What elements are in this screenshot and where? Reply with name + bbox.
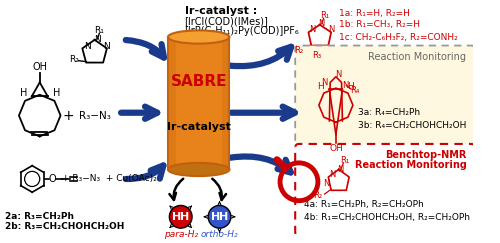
- FancyBboxPatch shape: [168, 37, 175, 169]
- Text: H: H: [172, 212, 181, 222]
- Text: N: N: [338, 165, 344, 174]
- Circle shape: [208, 205, 231, 228]
- Text: OH: OH: [32, 62, 47, 72]
- Text: N: N: [323, 179, 330, 188]
- Text: R₁: R₁: [94, 26, 104, 35]
- Text: 1c: CH₂-C₆H₃F₂, R₂=CONH₂: 1c: CH₂-C₆H₃F₂, R₂=CONH₂: [338, 33, 458, 42]
- Text: Reaction Monitoring: Reaction Monitoring: [368, 52, 466, 62]
- Circle shape: [170, 205, 192, 228]
- Ellipse shape: [168, 163, 230, 176]
- FancyBboxPatch shape: [222, 37, 230, 169]
- Text: H: H: [210, 212, 220, 222]
- Text: R₁: R₁: [320, 11, 329, 20]
- Text: ortho-H₂: ortho-H₂: [200, 230, 238, 239]
- Text: H: H: [318, 82, 324, 91]
- Text: N: N: [322, 78, 328, 87]
- Text: 4a: R₁=CH₂Ph, R₂=CH₂OPh: 4a: R₁=CH₂Ph, R₂=CH₂OPh: [304, 200, 424, 209]
- Text: [IrP(C₆H₁₁)₂Py(COD)]PF₆: [IrP(C₆H₁₁)₂Py(COD)]PF₆: [184, 26, 300, 36]
- Text: N: N: [94, 35, 101, 44]
- Text: Ir-catalyst: Ir-catalyst: [167, 122, 230, 132]
- FancyBboxPatch shape: [295, 45, 475, 150]
- Text: 3b: R₄=CH₂CHOHCH₂OH: 3b: R₄=CH₂CHOHCH₂OH: [358, 121, 466, 130]
- Ellipse shape: [168, 30, 230, 44]
- Text: R₂: R₂: [69, 55, 78, 64]
- Text: N: N: [309, 25, 316, 34]
- Text: R₃−N₃: R₃−N₃: [78, 111, 110, 121]
- Text: 3a: R₄=CH₂Ph: 3a: R₄=CH₂Ph: [358, 108, 420, 117]
- Text: Benchtop-NMR: Benchtop-NMR: [385, 150, 466, 160]
- Text: para-H₂: para-H₂: [164, 230, 198, 239]
- Text: H: H: [180, 212, 190, 222]
- Text: N: N: [336, 70, 342, 79]
- Text: + R₃−N₃  + Cu(OAc)₂: + R₃−N₃ + Cu(OAc)₂: [62, 174, 156, 183]
- Text: Ir-catalyst :: Ir-catalyst :: [184, 7, 257, 17]
- Text: SABRE: SABRE: [170, 74, 227, 89]
- Text: R₂: R₂: [314, 191, 322, 200]
- FancyBboxPatch shape: [295, 144, 475, 236]
- Text: 1a: R₁=H, R₂=H: 1a: R₁=H, R₂=H: [338, 9, 409, 18]
- Text: R₃: R₃: [312, 52, 322, 61]
- Text: 4b: R₁=CH₂CHOHCH₂OH, R₂=CH₂OPh: 4b: R₁=CH₂CHOHCH₂OH, R₂=CH₂OPh: [304, 213, 470, 222]
- Text: +: +: [62, 109, 74, 122]
- Text: OH: OH: [329, 144, 343, 153]
- Text: N: N: [342, 81, 348, 90]
- Text: N: N: [104, 42, 110, 51]
- Text: N: N: [84, 42, 91, 51]
- Text: R₄: R₄: [350, 86, 360, 95]
- Text: [IrCl(COD)(IMes)]: [IrCl(COD)(IMes)]: [184, 16, 268, 26]
- Text: 1b: R₁=CH₃, R₂=H: 1b: R₁=CH₃, R₂=H: [338, 20, 419, 29]
- Text: R₂: R₂: [294, 46, 304, 55]
- Text: 2b: R₃=CH₂CHOHCH₂OH: 2b: R₃=CH₂CHOHCH₂OH: [4, 222, 124, 231]
- Text: N: N: [329, 170, 336, 179]
- Text: O: O: [48, 174, 56, 184]
- Text: N: N: [328, 25, 334, 34]
- Text: Reaction Monitoring: Reaction Monitoring: [354, 160, 467, 170]
- FancyBboxPatch shape: [168, 37, 230, 169]
- Text: 2a: R₃=CH₂Ph: 2a: R₃=CH₂Ph: [4, 212, 73, 221]
- Text: H: H: [219, 212, 228, 222]
- Text: H: H: [52, 87, 60, 97]
- Text: R₁: R₁: [340, 156, 349, 165]
- Text: H: H: [348, 82, 354, 91]
- Text: H: H: [20, 87, 27, 97]
- Text: N: N: [318, 19, 325, 28]
